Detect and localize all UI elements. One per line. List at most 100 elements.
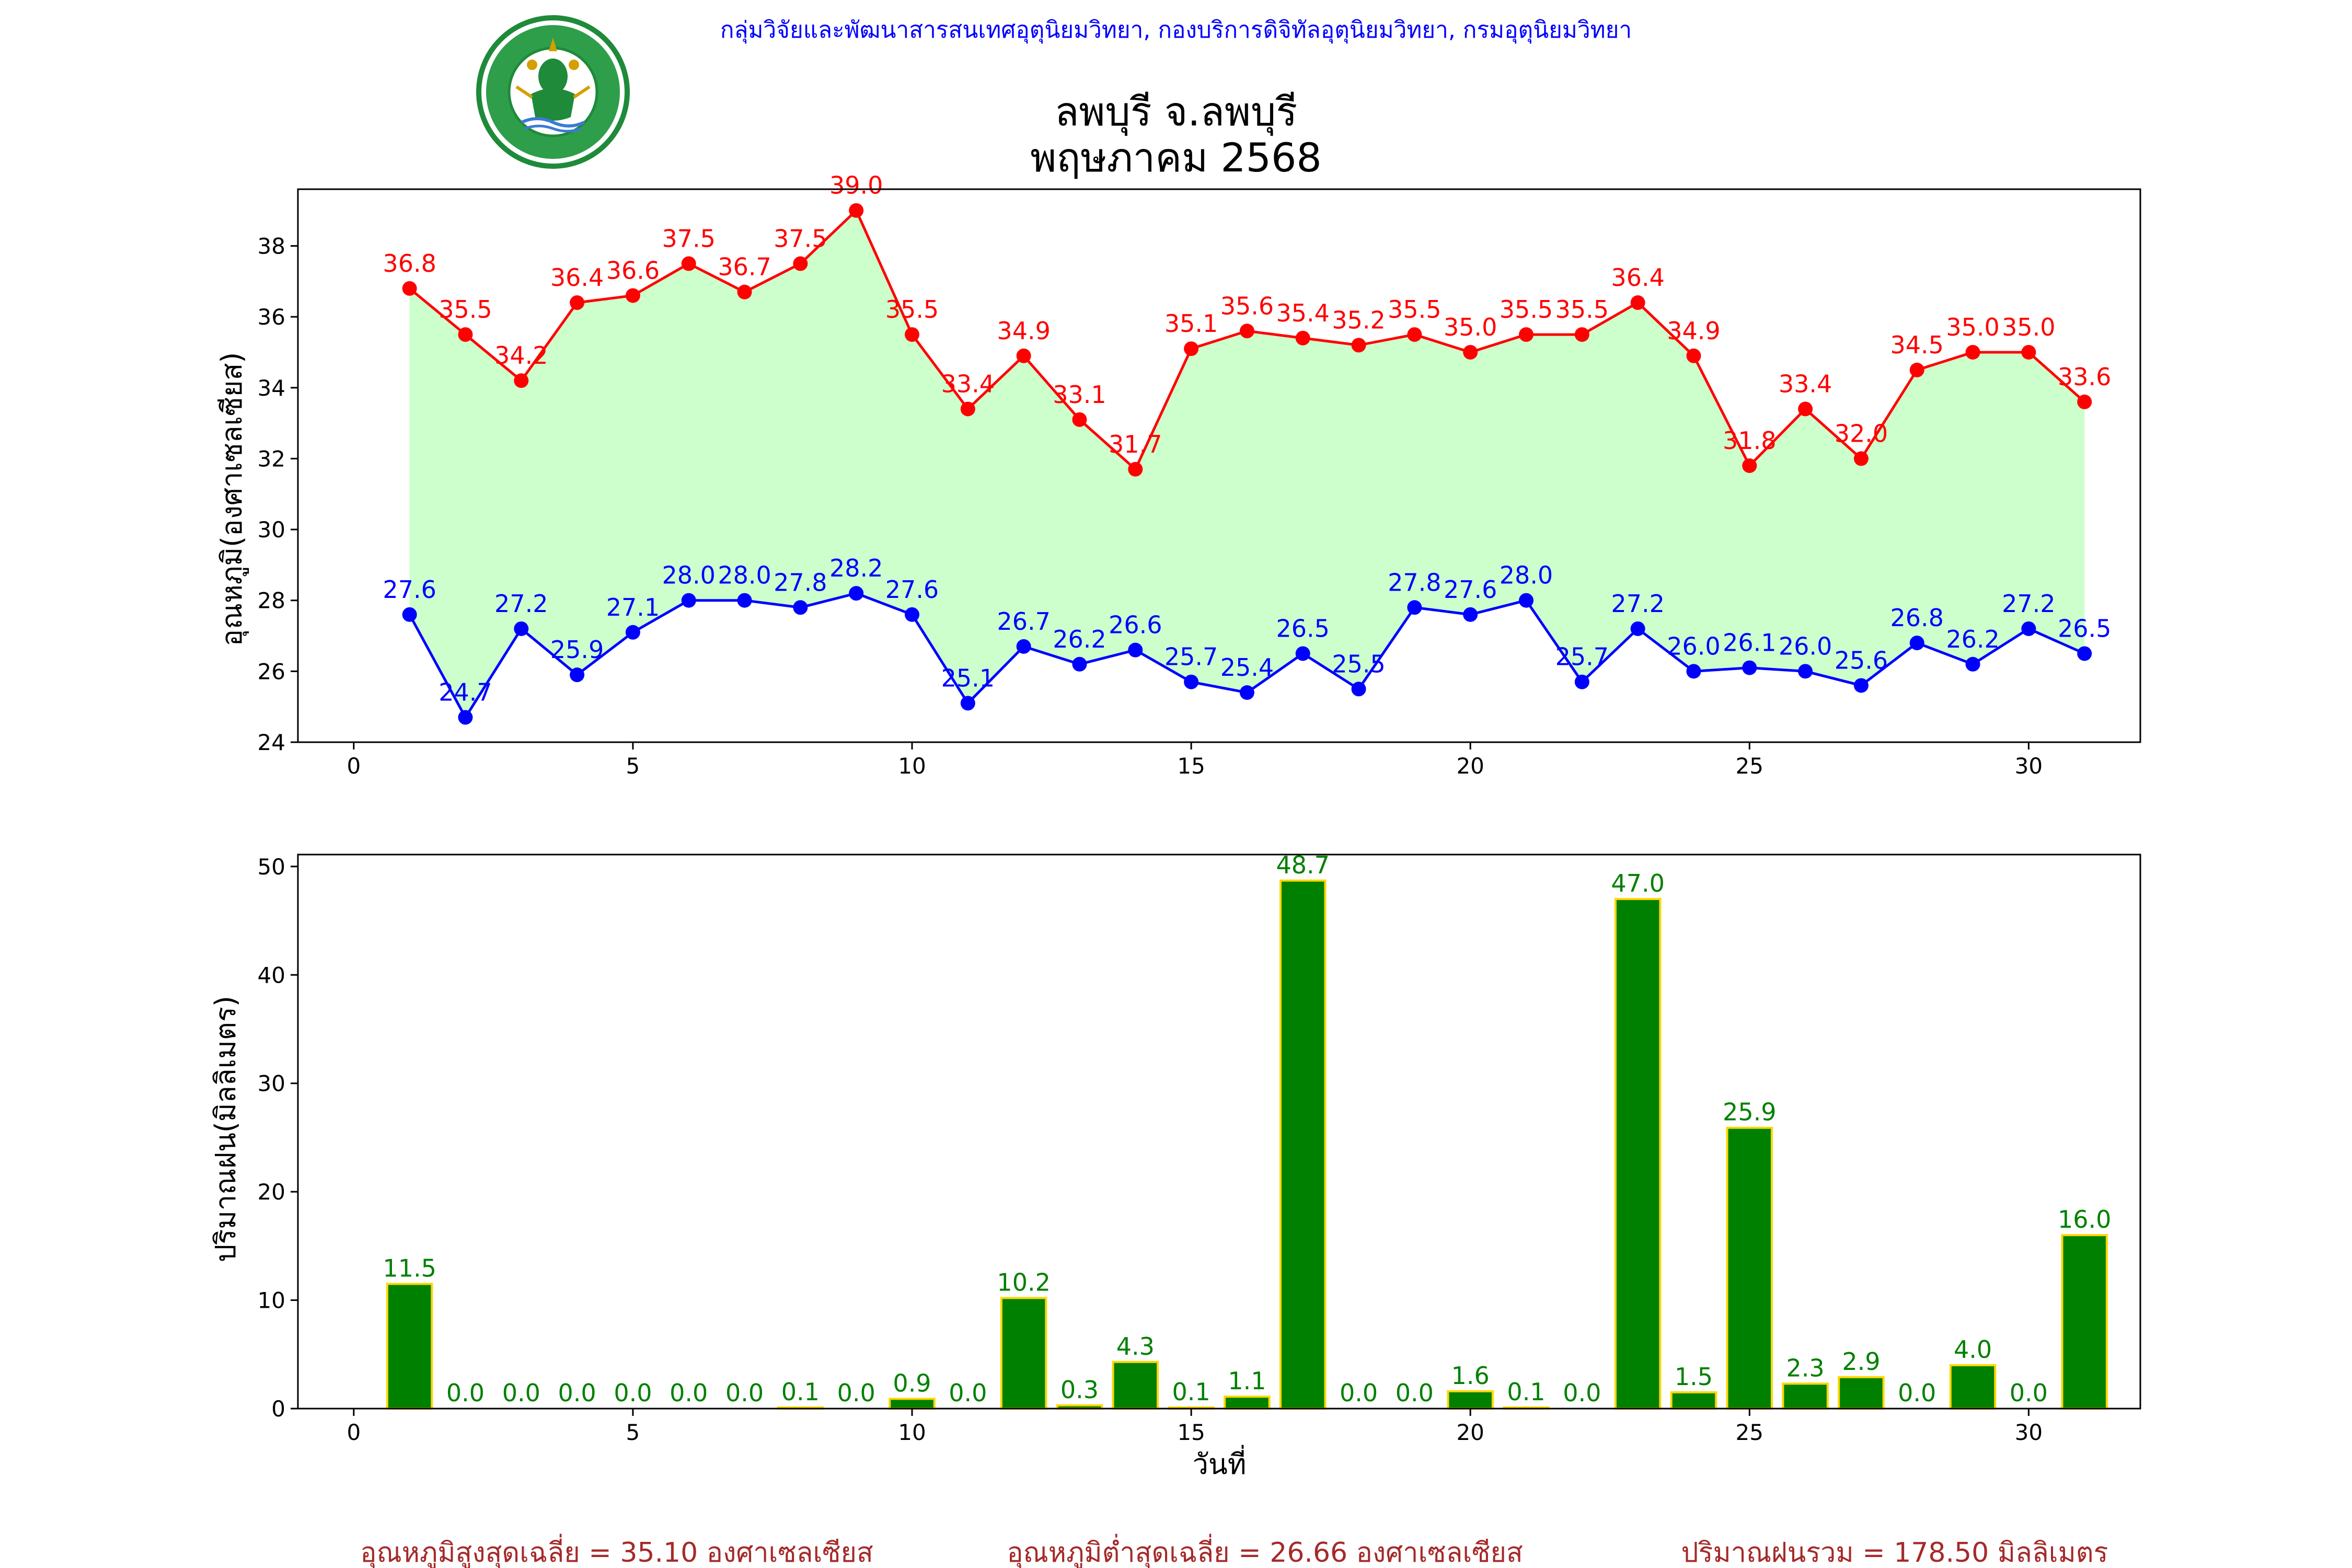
max-temperature-point (1742, 458, 1757, 473)
rainfall-x-tick-label: 20 (1456, 1420, 1484, 1445)
min-temperature-point (1909, 636, 1924, 651)
max-temperature-label: 36.4 (1611, 263, 1664, 292)
min-temperature-point (1295, 646, 1310, 661)
rainfall-y-tick-label: 40 (258, 962, 285, 988)
max-temperature-label: 35.1 (1165, 309, 1218, 338)
max-temperature-point (1853, 451, 1869, 466)
max-temperature-label: 35.5 (1500, 295, 1553, 324)
min-temperature-point (2077, 646, 2092, 661)
rainfall-bar (1279, 879, 1327, 1410)
max-temperature-point (905, 327, 919, 342)
temperature-y-tick-label: 26 (258, 659, 285, 684)
min-temperature-label: 25.7 (1555, 643, 1609, 671)
rainfall-bar-label: 0.0 (1563, 1379, 1601, 1407)
min-temperature-label: 26.2 (1946, 625, 1999, 653)
min-temperature-point (625, 625, 640, 640)
min-temperature-point (458, 710, 473, 725)
rainfall-bar-label: 10.2 (997, 1268, 1050, 1296)
max-temperature-label: 37.5 (662, 224, 716, 252)
min-temperature-point (1853, 678, 1869, 693)
rainfall-bar-label: 11.5 (383, 1254, 436, 1282)
footer-total-rain: ปริมาณฝนรวม = 178.50 มิลลิเมตร (1681, 1537, 2108, 1568)
min-temperature-label: 26.0 (1667, 632, 1720, 660)
rainfall-x-tick-label: 10 (898, 1420, 926, 1445)
rainfall-y-tick-label: 30 (258, 1071, 285, 1097)
rainfall-x-tick-label: 30 (2015, 1420, 2043, 1445)
min-temperature-point (1686, 664, 1701, 679)
rainfall-bar-label: 0.0 (949, 1379, 987, 1407)
max-temperature-label: 35.0 (1444, 313, 1497, 341)
rainfall-bar-label: 0.1 (1172, 1378, 1210, 1406)
max-temperature-point (960, 401, 975, 417)
temperature-axes-frame (297, 188, 2141, 743)
max-temperature-point (1519, 327, 1534, 342)
min-temperature-point (737, 593, 752, 608)
max-temperature-point (1630, 295, 1645, 310)
rainfall-y-tick-label: 20 (258, 1179, 285, 1205)
rainfall-bar-label: 25.9 (1723, 1098, 1776, 1126)
min-temperature-point (1519, 593, 1534, 608)
max-temperature-point (1128, 462, 1143, 477)
min-temperature-point (1742, 660, 1757, 675)
rainfall-bar-label: 0.3 (1060, 1376, 1099, 1404)
min-temperature-label: 28.0 (662, 561, 716, 590)
min-temperature-label: 27.1 (606, 593, 660, 621)
min-temperature-label: 26.1 (1723, 629, 1776, 657)
max-temperature-point (1909, 362, 1924, 377)
rainfall-bar-label: 4.3 (1116, 1332, 1155, 1361)
min-temperature-label: 28.0 (718, 561, 771, 590)
min-temperature-label: 27.8 (1388, 568, 1441, 596)
max-temperature-label: 32.0 (1835, 419, 1888, 447)
min-temperature-label: 27.6 (885, 575, 939, 604)
min-temperature-point (402, 607, 417, 622)
max-temperature-label: 39.0 (829, 171, 883, 200)
min-temperature-label: 26.8 (1890, 604, 1944, 632)
max-temperature-point (1463, 344, 1478, 360)
max-temperature-label: 35.4 (1276, 299, 1330, 327)
max-temperature-point (1351, 338, 1366, 353)
rainfall-x-tick-label: 0 (347, 1420, 361, 1445)
max-temperature-point (402, 281, 417, 296)
rainfall-bar-label: 2.9 (1842, 1347, 1880, 1376)
min-temperature-label: 25.9 (550, 636, 604, 664)
min-temperature-point (1407, 600, 1422, 615)
rainfall-bar-label: 2.3 (1786, 1354, 1825, 1382)
rainfall-y-tick-label: 10 (258, 1288, 285, 1313)
footer-avg-max: อุณหภูมิสูงสุดเฉลี่ย = 35.10 องศาเซลเซีย… (360, 1534, 873, 1568)
rainfall-bar-label: 0.0 (502, 1379, 540, 1407)
rainfall-x-axis-label: วันที่ (1193, 1445, 1247, 1481)
rainfall-panel: 11.5 0.0 0.0 0.0 0.0 0.0 0.0 0.1 0.0 0.9 0.0 10.2 0.… (258, 851, 2141, 1445)
min-temperature-point (1128, 642, 1143, 658)
min-temperature-point (1351, 682, 1366, 697)
rainfall-bar-label: 0.9 (893, 1369, 931, 1397)
min-temperature-label: 25.1 (941, 664, 995, 692)
max-temperature-label: 35.6 (1220, 292, 1274, 320)
max-temperature-label: 33.1 (1053, 381, 1106, 409)
rainfall-bar (1112, 1361, 1159, 1410)
min-temperature-point (1184, 674, 1199, 689)
temperature-x-tick-label: 5 (626, 753, 640, 779)
max-temperature-point (1686, 348, 1701, 363)
min-temperature-label: 27.2 (2002, 590, 2055, 618)
max-temperature-point (1239, 324, 1254, 339)
min-temperature-point (1072, 656, 1087, 672)
min-temperature-point (1630, 621, 1645, 636)
max-temperature-label: 36.6 (606, 256, 660, 284)
temperature-y-tick-label: 30 (258, 517, 285, 543)
max-temperature-label: 35.0 (1946, 313, 1999, 341)
min-temperature-label: 24.7 (439, 678, 492, 707)
max-temperature-label: 35.5 (1555, 295, 1609, 324)
max-temperature-point (849, 203, 864, 218)
max-temperature-label: 35.0 (2002, 313, 2055, 341)
max-temperature-label: 35.5 (439, 295, 492, 324)
max-temperature-point (1574, 327, 1589, 342)
min-temperature-point (1798, 664, 1813, 679)
rainfall-bar (1614, 898, 1662, 1410)
min-temperature-label: 26.6 (1109, 611, 1162, 639)
rainfall-bar-label: 0.0 (725, 1379, 764, 1407)
min-temperature-label: 26.2 (1053, 625, 1106, 653)
max-temperature-point (625, 288, 640, 303)
temperature-x-tick-label: 25 (1736, 753, 1763, 779)
